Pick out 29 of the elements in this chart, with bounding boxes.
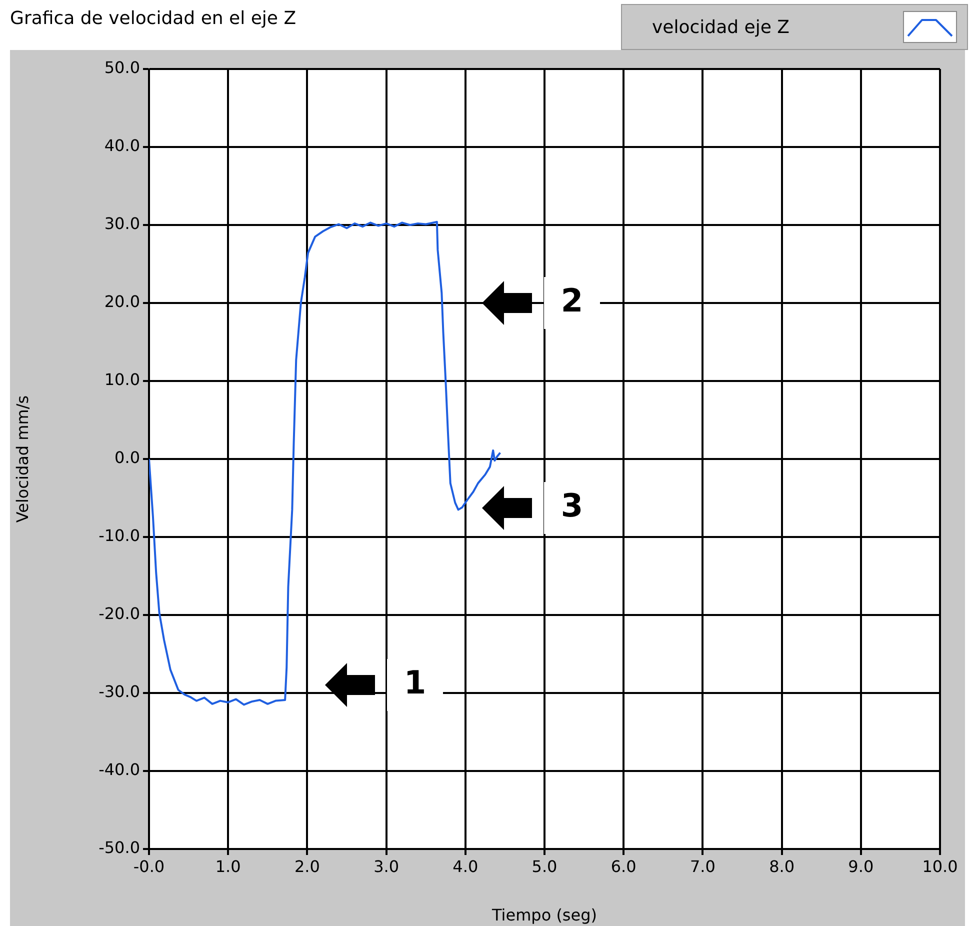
y-tick-label: -40.0 [98,760,140,780]
text: velocidad eje Z [652,16,790,38]
x-tick-label: 8.0 [769,856,795,876]
x-tick-label: 2.0 [294,856,320,876]
y-tick-label: -10.0 [98,526,140,546]
x-tick-label: 1.0 [215,856,241,876]
y-tick-label: 10.0 [104,370,140,390]
y-tick-label: 20.0 [104,292,140,312]
x-tick-label: 9.0 [848,856,874,876]
annotation: 3 [560,486,584,524]
x-tick-label: -0.0 [133,856,165,876]
y-tick-label: -20.0 [98,604,140,624]
y-tick-label: 30.0 [104,214,140,234]
x-tick-label: 6.0 [610,856,636,876]
y-tick-label: 50.0 [104,58,140,78]
x-axis-title: Tiempo (seg) [490,906,598,925]
y-tick-label: 40.0 [104,136,140,156]
x-tick-label: 3.0 [374,856,400,876]
y-tick-label: 0.0 [114,448,140,468]
y-tick-label: -50.0 [98,838,140,858]
chart-title: Grafica de velocidad en el eje Z [10,8,296,29]
x-tick-label: 4.0 [452,856,478,876]
annotation: 1 [404,663,426,702]
x-tick-label: 10.0 [922,856,958,876]
y-axis-title: Velocidad mm/s [12,395,32,523]
annotation: 2 [560,281,584,320]
y-tick-label: -30.0 [98,682,140,702]
x-tick-label: 7.0 [690,856,716,876]
x-tick-label: 5.0 [532,856,558,876]
